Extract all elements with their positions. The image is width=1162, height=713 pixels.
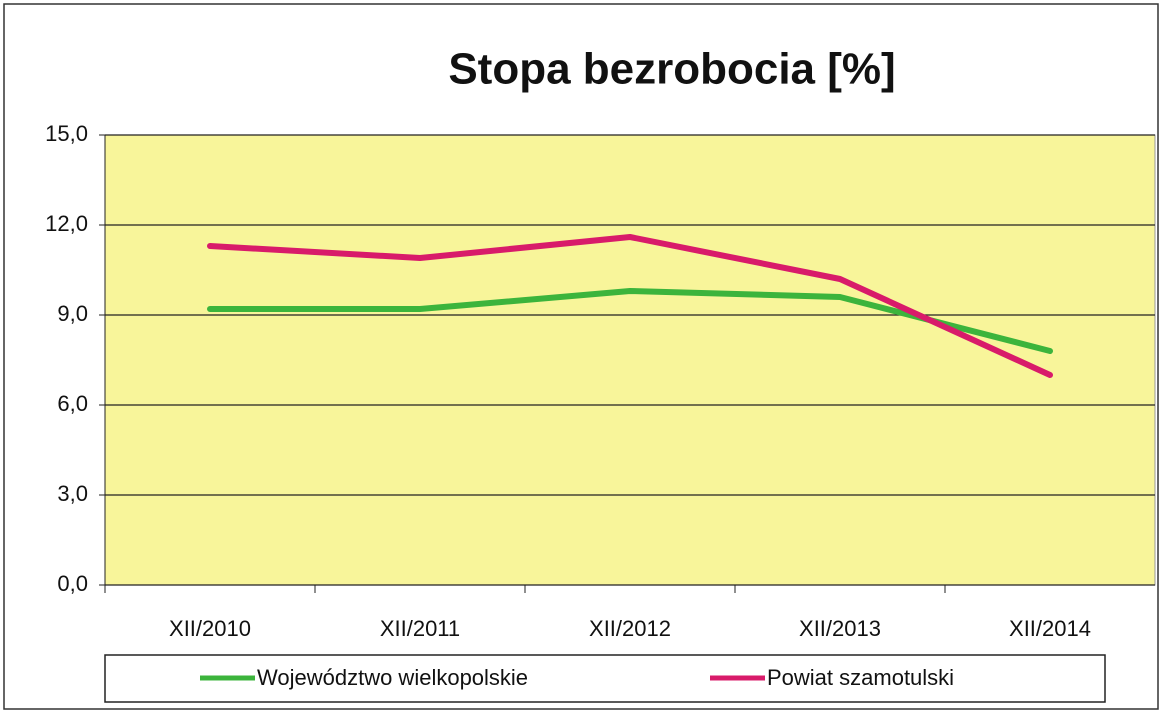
y-tick-label: 15,0 [45, 121, 88, 146]
y-tick-label: 9,0 [57, 301, 88, 326]
x-tick-label: XII/2014 [1009, 616, 1091, 641]
x-tick-label: XII/2011 [380, 616, 460, 641]
legend-label: Powiat szamotulski [767, 665, 954, 690]
x-tick-label: XII/2012 [589, 616, 671, 641]
legend-label: Województwo wielkopolskie [257, 665, 528, 690]
y-tick-label: 0,0 [57, 571, 88, 596]
y-tick-label: 3,0 [57, 481, 88, 506]
legend-box [104, 654, 1106, 703]
chart-title: Stopa bezrobocia [%] [448, 45, 895, 94]
x-tick-label: XII/2013 [799, 616, 881, 641]
y-tick-label: 6,0 [57, 391, 88, 416]
x-tick-label: XII/2010 [169, 616, 251, 641]
series-line [207, 288, 1053, 354]
series-line [207, 234, 1053, 378]
plot-area [104, 134, 1156, 586]
y-tick-label: 12,0 [45, 211, 88, 236]
